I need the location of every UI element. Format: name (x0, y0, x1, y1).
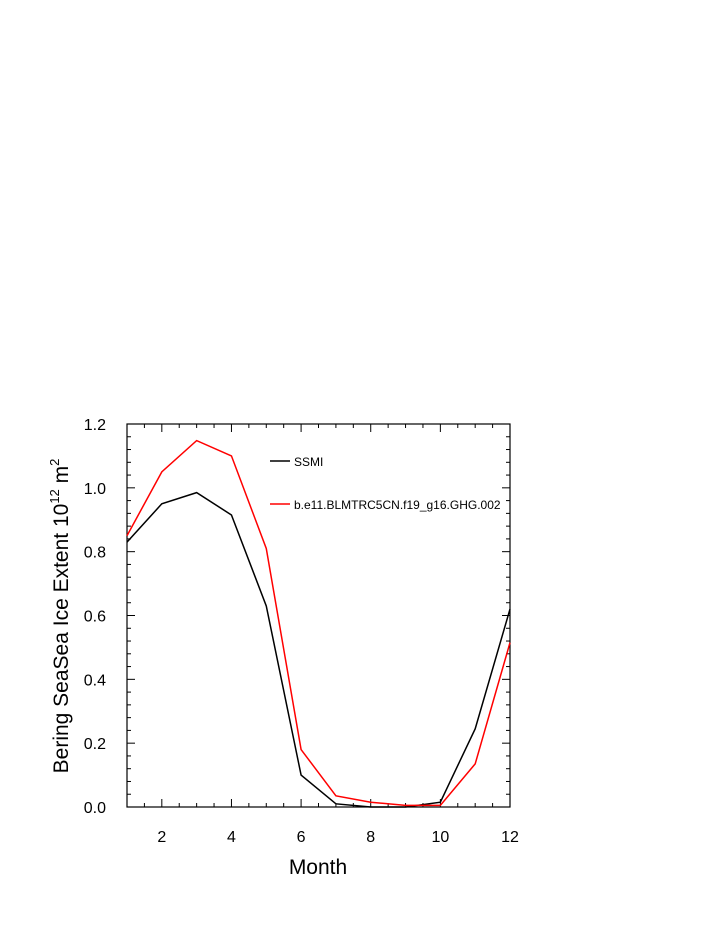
y-axis-label-unit: m (50, 466, 73, 489)
y-tick-label: 0.2 (84, 736, 106, 753)
series-line-1 (126, 439, 511, 807)
y-tick-label: 0.6 (84, 609, 106, 626)
x-tick-label: 6 (297, 829, 306, 846)
series-line-0 (126, 491, 511, 808)
x-axis-label: Month (289, 856, 347, 879)
y-tick-label: 0.4 (84, 672, 106, 689)
x-tick-label: 12 (501, 829, 519, 846)
x-tick-label: 4 (227, 829, 236, 846)
legend-label-1: b.e11.BLMTRC5CN.f19_g16.GHG.002 (294, 498, 501, 512)
y-axis-label-main: Bering SeaSea Ice Extent 10 (50, 504, 73, 774)
y-axis-label-unit-exponent: 2 (47, 459, 62, 466)
x-tick-label: 8 (366, 829, 375, 846)
legend-label-0: SSMI (294, 455, 323, 469)
y-tick-label: 1.2 (84, 417, 106, 434)
y-axis-label: Bering SeaSea Ice Extent 1012 m2 (47, 459, 73, 774)
y-tick-label: 0.0 (84, 800, 106, 817)
plot-frame (126, 423, 511, 808)
y-tick-label: 0.8 (84, 545, 106, 562)
x-tick-label: 2 (157, 829, 166, 846)
x-tick-label: 10 (431, 829, 449, 846)
y-axis-label-exponent: 12 (47, 489, 62, 503)
y-tick-label: 1.0 (84, 481, 106, 498)
